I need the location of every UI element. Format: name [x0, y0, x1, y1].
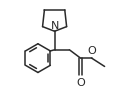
Text: O: O: [76, 78, 85, 88]
Text: N: N: [50, 21, 59, 31]
Text: O: O: [88, 46, 96, 56]
